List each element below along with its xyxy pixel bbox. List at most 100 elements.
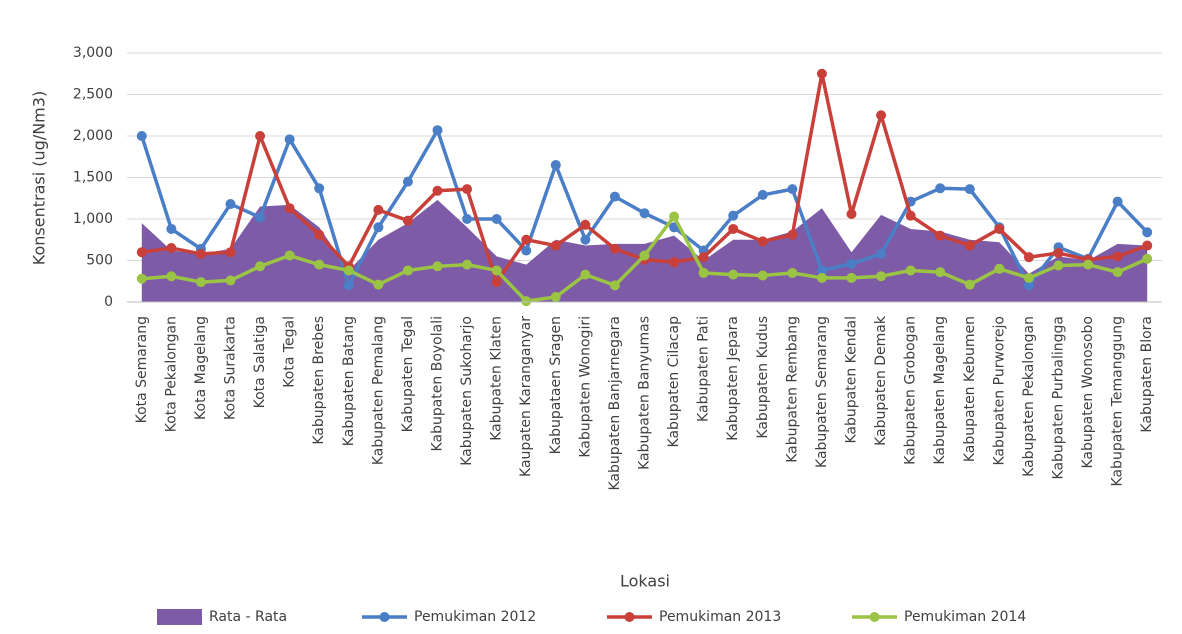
marker: [876, 248, 887, 259]
marker: [787, 229, 798, 240]
marker: [1083, 259, 1094, 270]
marker: [964, 184, 975, 195]
marker: [994, 223, 1005, 234]
x-tick-label: Kota Pekalongan: [163, 316, 179, 432]
marker: [728, 223, 739, 234]
legend-item: Pemukiman 2013: [607, 609, 781, 625]
marker: [491, 277, 502, 288]
marker: [698, 252, 709, 263]
x-tick-label: Kabupaten Banyumas: [637, 316, 653, 470]
x-tick-label: Kaupaten Karanganyar: [518, 316, 534, 477]
marker: [935, 230, 946, 241]
marker: [225, 247, 236, 258]
marker: [521, 245, 532, 256]
marker: [402, 215, 413, 226]
y-tick-label: 500: [86, 253, 113, 269]
marker: [580, 219, 591, 230]
x-tick-label: Kabupaten Wonosobo: [1080, 316, 1096, 469]
marker: [491, 265, 502, 276]
x-tick-label: Kabupaten Kebumen: [962, 316, 978, 462]
legend-swatch: [157, 609, 202, 625]
marker: [255, 131, 266, 141]
marker: [521, 296, 532, 307]
marker: [343, 265, 354, 276]
x-tick-label: Kabupataen Sragen: [548, 316, 564, 454]
marker: [491, 214, 502, 224]
marker: [846, 272, 857, 283]
marker: [166, 243, 177, 254]
marker: [1142, 227, 1153, 238]
legend-item: Pemukiman 2014: [852, 609, 1026, 625]
x-tick-label: Kabupaten Blora: [1139, 316, 1155, 433]
marker: [314, 259, 325, 270]
marker: [432, 185, 443, 196]
marker: [225, 275, 236, 286]
marker: [935, 267, 946, 278]
marker: [935, 183, 946, 194]
y-tick-label: 0: [104, 294, 113, 310]
y-tick-label: 1,000: [73, 211, 113, 227]
marker: [1023, 272, 1034, 283]
marker: [580, 234, 591, 245]
x-tick-label: Kota Magelang: [193, 316, 209, 420]
marker: [728, 269, 739, 280]
marker: [284, 250, 295, 261]
marker: [1023, 280, 1034, 291]
marker: [462, 184, 473, 195]
marker: [787, 184, 798, 195]
marker: [432, 261, 443, 272]
marker: [639, 250, 650, 261]
x-tick-label: Kabupaten Klaten: [489, 316, 505, 441]
marker: [402, 176, 413, 187]
marker: [373, 204, 384, 215]
x-tick-label: Kabupaten Purworejo: [991, 316, 1007, 466]
marker: [1112, 251, 1123, 262]
x-tick-label: Kabupaten Pemalang: [370, 316, 386, 465]
marker: [757, 236, 768, 247]
legend-label: Pemukiman 2014: [904, 609, 1026, 625]
marker: [757, 270, 768, 281]
marker: [816, 272, 827, 283]
marker: [876, 110, 887, 121]
x-tick-label: Kabupaten Wonogiri: [577, 316, 593, 458]
marker: [343, 280, 354, 291]
marker: [166, 223, 177, 234]
legend-label: Rata - Rata: [209, 609, 287, 625]
x-tick-label: Kabupaten Tegal: [400, 316, 416, 432]
legend-marker: [869, 612, 880, 622]
x-tick-label: Kabupaten Demak: [873, 315, 889, 446]
marker: [136, 273, 147, 284]
y-axis-title: Konsentrasi (ug/Nm3): [30, 91, 49, 265]
x-tick-label: Kabupaten Cilacap: [666, 316, 682, 448]
x-tick-label: Kota Semarang: [134, 316, 150, 423]
x-tick-label: Kabupaten Kendal: [844, 316, 860, 444]
x-tick-label: Kabupaten Rembang: [784, 316, 800, 463]
marker: [284, 203, 295, 214]
marker: [195, 277, 206, 288]
marker: [816, 68, 827, 79]
marker: [728, 210, 739, 221]
marker: [462, 259, 473, 270]
x-tick-label: Kabupaten Batang: [341, 316, 357, 446]
x-tick-label: Kota Salatiga: [252, 316, 268, 408]
marker: [580, 269, 591, 280]
marker: [609, 191, 620, 202]
x-tick-label: Kabupaten Pati: [696, 316, 712, 422]
marker: [816, 265, 827, 276]
legend-item: Pemukiman 2012: [362, 609, 536, 625]
legend-marker: [624, 612, 635, 622]
marker: [698, 267, 709, 278]
marker: [669, 211, 680, 222]
marker: [521, 234, 532, 245]
x-tick-label: Kabupaten Boyolali: [430, 316, 446, 451]
y-tick-label: 2,000: [73, 128, 113, 144]
x-tick-label: Kabupaten Banjarnegara: [607, 316, 623, 491]
marker: [1112, 267, 1123, 278]
y-tick-label: 1,500: [73, 170, 113, 186]
marker: [757, 189, 768, 200]
marker: [1112, 196, 1123, 207]
marker: [1023, 252, 1034, 263]
marker: [846, 258, 857, 269]
x-tick-label: Kota Surakarta: [223, 316, 239, 420]
marker: [136, 247, 147, 258]
